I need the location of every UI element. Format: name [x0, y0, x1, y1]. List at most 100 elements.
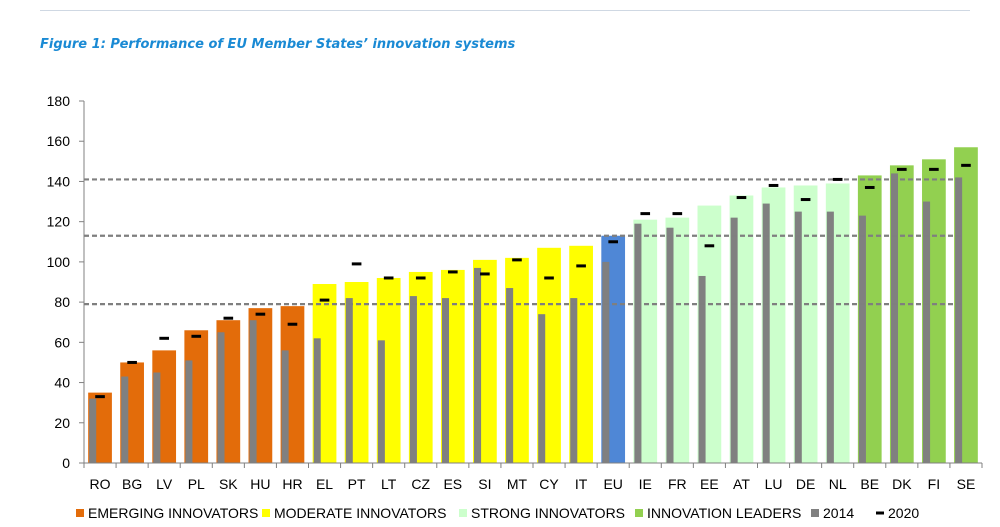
x-tick-label: CY: [539, 476, 559, 492]
legend-label-leader: INNOVATION LEADERS: [647, 505, 801, 521]
x-tick-label: SE: [957, 476, 976, 492]
marker-2020-fi: [929, 167, 939, 171]
y-tick-label: 180: [47, 93, 71, 109]
x-tick-label: MT: [507, 476, 528, 492]
marker-2020-eu: [608, 240, 618, 244]
y-tick-label: 0: [62, 455, 70, 471]
marker-2020-ee: [704, 244, 715, 248]
marker-2020-it: [576, 264, 586, 268]
bar-2014-it: [570, 298, 578, 463]
bar-2014-de: [794, 211, 802, 463]
legend-marker-emerging: [76, 509, 84, 517]
x-tick-label: BG: [122, 476, 142, 492]
marker-2020-cy: [544, 276, 554, 280]
bar-2014-ee: [698, 275, 706, 463]
marker-2020-lu: [768, 183, 779, 187]
bar-2014-cz: [409, 296, 417, 463]
marker-2020-sk: [223, 316, 234, 320]
bar-2014-lv: [153, 372, 161, 463]
y-tick-label: 100: [47, 254, 71, 270]
bar-2014-eu: [602, 261, 610, 463]
marker-2020-fr: [672, 212, 683, 216]
x-tick-label: RO: [90, 476, 111, 492]
y-tick-label: 160: [47, 133, 71, 149]
bar-2014-si: [474, 267, 482, 463]
y-tick-label: 20: [54, 415, 70, 431]
x-tick-label: FI: [928, 476, 940, 492]
bar-2014-mt: [506, 288, 514, 463]
legend-label-strong: STRONG INNOVATORS: [471, 505, 625, 521]
marker-2020-dk: [897, 167, 907, 171]
legend-label-emerging: EMERGING INNOVATORS: [88, 505, 258, 521]
marker-2020-ro: [95, 395, 105, 399]
bar-2014-sk: [217, 332, 225, 463]
marker-2020-at: [736, 196, 747, 200]
bar-2014-bg: [121, 376, 129, 463]
x-tick-label: EE: [700, 476, 719, 492]
x-tick-label: CZ: [411, 476, 430, 492]
bar-2014-ro: [89, 398, 97, 463]
marker-2020-pl: [191, 334, 202, 338]
marker-2020-hu: [255, 312, 266, 316]
marker-2020-el: [319, 298, 330, 302]
x-tick-label: LT: [381, 476, 397, 492]
legend-marker-moderate: [262, 509, 270, 517]
bar-2014-lu: [762, 203, 770, 464]
x-tick-label: LV: [156, 476, 173, 492]
bar-2014-be: [858, 215, 866, 463]
marker-2020-mt: [512, 258, 522, 262]
marker-2020-se: [961, 163, 971, 167]
y-tick-label: 120: [47, 214, 71, 230]
bar-2014-fr: [666, 227, 674, 463]
marker-2020-bg: [127, 360, 137, 364]
header-rule: [40, 10, 970, 11]
x-tick-label: DK: [892, 476, 912, 492]
x-tick-label: PL: [188, 476, 205, 492]
legend: EMERGING INNOVATORS MODERATE INNOVATORS ST…: [76, 505, 919, 521]
legend-marker-y2014: [811, 509, 819, 517]
series-2020-markers: [95, 163, 971, 399]
legend-marker-strong: [459, 509, 467, 517]
bar-2014-ie: [634, 223, 642, 463]
bar-2014-lt: [377, 340, 385, 463]
x-tick-label: BE: [860, 476, 879, 492]
marker-2020-de: [800, 198, 811, 202]
reference-lines: [84, 178, 962, 306]
bar-2014-hu: [249, 320, 257, 463]
legend-marker-y2020: [876, 511, 884, 515]
bar-2014-fi: [923, 201, 931, 464]
x-tick-label: HR: [282, 476, 302, 492]
x-tick-label: AT: [733, 476, 750, 492]
marker-2020-hr: [287, 322, 298, 326]
bar-2014-cy: [538, 314, 546, 463]
y-tick-label: 40: [54, 375, 70, 391]
x-tick-label: SK: [219, 476, 238, 492]
x-tick-label: SI: [478, 476, 491, 492]
bar-2014-se: [955, 177, 963, 463]
axes: RO BG LV PL SK HU HR EL PT LT CZ ES SI MT CY IT EU IE FR EE…: [47, 93, 983, 492]
x-tick-label: IE: [639, 476, 652, 492]
x-tick-label: ES: [443, 476, 462, 492]
marker-2020-pt: [351, 262, 362, 266]
bar-2014-hr: [281, 350, 289, 463]
x-tick-label: PT: [348, 476, 366, 492]
x-tick-label: FR: [668, 476, 687, 492]
marker-2020-lv: [159, 336, 169, 340]
x-tick-label: EL: [316, 476, 333, 492]
legend-label-y2020: 2020: [888, 505, 919, 521]
bar-2014-es: [441, 298, 450, 463]
marker-2020-be: [864, 185, 875, 189]
x-tick-label: IT: [575, 476, 588, 492]
bar-2014-pl: [185, 360, 193, 463]
marker-2020-ie: [640, 212, 651, 216]
y-tick-label: 80: [54, 294, 70, 310]
x-tick-label: DE: [796, 476, 815, 492]
y-tick-label: 60: [54, 334, 70, 350]
marker-2020-nl: [832, 177, 843, 181]
figure-title: Figure 1: Performance of EU Member State…: [40, 37, 516, 52]
x-tick-label: LU: [765, 476, 783, 492]
bar-2014-at: [730, 217, 738, 463]
legend-marker-leader: [635, 509, 643, 517]
y-tick-label: 140: [47, 173, 71, 189]
